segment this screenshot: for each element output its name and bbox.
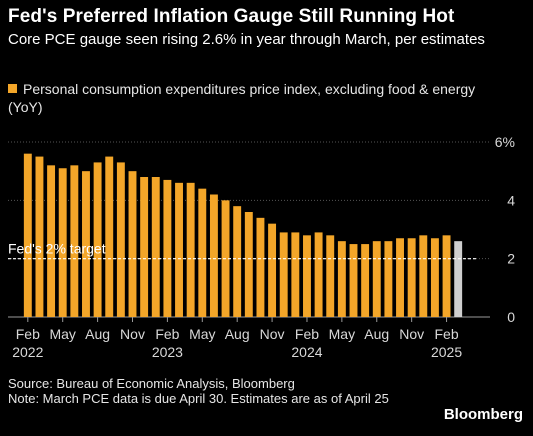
x-tick-label: Feb <box>16 326 40 342</box>
data-bar <box>58 168 67 317</box>
data-bar <box>314 232 323 317</box>
data-bar <box>47 165 56 317</box>
data-bar <box>244 212 253 317</box>
estimate-bar <box>454 241 463 317</box>
data-bar <box>116 162 125 317</box>
data-bar <box>337 241 346 317</box>
chart-subtitle: Core PCE gauge seen rising 2.6% in year … <box>8 31 485 48</box>
data-bar <box>209 194 218 317</box>
x-tick-label: Aug <box>364 326 389 342</box>
x-tick-label: Feb <box>434 326 458 342</box>
data-bar <box>372 241 381 317</box>
y-tick-label: 2 <box>507 251 515 267</box>
data-bar <box>186 182 195 317</box>
chart-title: Fed's Preferred Inflation Gauge Still Ru… <box>8 6 455 27</box>
data-bar <box>93 162 102 317</box>
bloomberg-logo: Bloomberg <box>443 406 523 423</box>
x-year-label: 2022 <box>12 344 43 360</box>
footer: Source: Bureau of Economic Analysis, Blo… <box>8 376 428 406</box>
data-bar <box>430 238 439 317</box>
data-bar <box>128 171 137 317</box>
data-note: Note: March PCE data is due April 30. Es… <box>8 391 389 406</box>
data-bar <box>233 206 242 317</box>
data-bar <box>256 217 265 317</box>
x-tick-label: Feb <box>295 326 319 342</box>
target-line-group: Fed's 2% target <box>8 241 476 260</box>
source-note: Source: Bureau of Economic Analysis, Blo… <box>8 376 295 391</box>
x-year-label: 2025 <box>431 344 462 360</box>
x-tick-label: Aug <box>85 326 110 342</box>
y-tick-label: 6% <box>495 134 515 150</box>
x-tick-label: Nov <box>399 326 424 342</box>
data-bar <box>163 179 172 317</box>
data-bar <box>442 235 451 317</box>
data-bar <box>361 244 370 317</box>
y-tick-label: 0 <box>507 309 515 325</box>
data-bar <box>175 182 183 317</box>
data-bar <box>140 177 149 317</box>
data-bar <box>151 177 160 317</box>
x-tick-label: Nov <box>120 326 145 342</box>
data-bar <box>419 235 428 317</box>
data-bar <box>105 156 114 317</box>
data-bar <box>70 165 79 317</box>
data-bar <box>82 171 90 317</box>
x-tick-label: May <box>189 326 215 342</box>
data-bar <box>349 244 358 317</box>
legend-label: Personal consumption expenditures price … <box>8 81 476 115</box>
data-bar <box>407 238 416 317</box>
legend-swatch <box>8 84 17 93</box>
data-bar <box>384 241 393 317</box>
x-tick-label: Nov <box>260 326 285 342</box>
bars <box>23 153 463 317</box>
y-tick-label: 4 <box>507 192 515 208</box>
data-bar <box>23 153 32 317</box>
data-bar <box>291 232 300 317</box>
target-label: Fed's 2% target <box>8 241 106 257</box>
data-bar <box>198 188 207 317</box>
x-year-label: 2023 <box>152 344 183 360</box>
x-tick-label: Feb <box>155 326 179 342</box>
data-bar <box>268 223 277 317</box>
x-year-label: 2024 <box>291 344 322 360</box>
data-bar <box>279 232 288 317</box>
data-bar <box>303 235 311 317</box>
x-tick-label: May <box>329 326 355 342</box>
legend: Personal consumption expenditures price … <box>8 80 508 116</box>
bar-chart: Fed's 2% target 0 2 4 6% Feb 2022 May Aug Nov Feb… <box>8 134 515 360</box>
data-bar <box>396 238 404 317</box>
data-bar <box>35 156 44 317</box>
x-tick-label: May <box>49 326 75 342</box>
x-tick-label: Aug <box>225 326 250 342</box>
axis-labels: 0 2 4 6% Feb 2022 May Aug Nov Feb 2023 May Aug Nov Feb… <box>12 134 515 360</box>
data-bar <box>326 235 335 317</box>
